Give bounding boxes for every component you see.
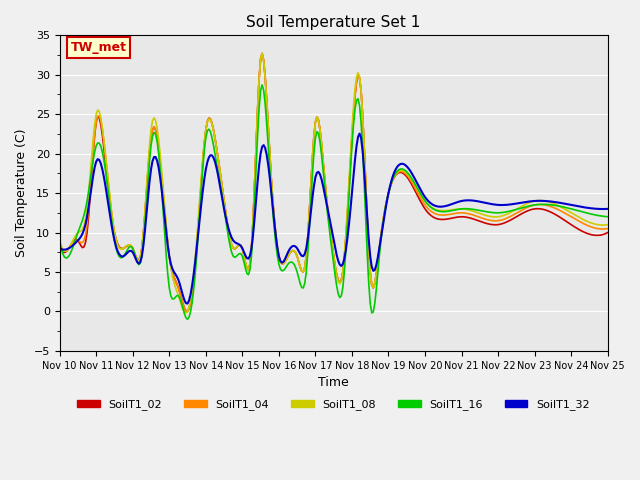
SoilT1_16 <box>71 239 79 244</box>
SoilT1_02 <box>540 206 548 212</box>
SoilT1_16 <box>540 202 548 207</box>
SoilT1_04 <box>56 241 63 247</box>
Line: SoilT1_08: SoilT1_08 <box>60 53 608 313</box>
SoilT1_08 <box>540 198 548 204</box>
SoilT1_32 <box>56 245 63 251</box>
SoilT1_02 <box>56 241 63 247</box>
SoilT1_02 <box>259 50 266 56</box>
SoilT1_16 <box>371 300 379 306</box>
SoilT1_04 <box>158 175 166 180</box>
SoilT1_04 <box>371 281 379 287</box>
SoilT1_04 <box>389 177 397 182</box>
SoilT1_02 <box>604 229 612 235</box>
Title: Soil Temperature Set 1: Soil Temperature Set 1 <box>246 15 421 30</box>
SoilT1_16 <box>184 316 191 322</box>
Y-axis label: Soil Temperature (C): Soil Temperature (C) <box>15 129 28 257</box>
SoilT1_32 <box>540 198 548 204</box>
SoilT1_08 <box>71 234 79 240</box>
SoilT1_16 <box>158 186 166 192</box>
SoilT1_08 <box>158 168 166 173</box>
SoilT1_08 <box>182 310 190 316</box>
SoilT1_16 <box>401 168 409 173</box>
Text: TW_met: TW_met <box>70 41 127 54</box>
X-axis label: Time: Time <box>318 376 349 389</box>
SoilT1_02 <box>184 309 191 314</box>
SoilT1_08 <box>389 176 397 182</box>
SoilT1_16 <box>604 214 612 220</box>
SoilT1_32 <box>401 162 409 168</box>
SoilT1_16 <box>389 175 397 181</box>
SoilT1_04 <box>540 202 548 208</box>
SoilT1_32 <box>158 187 166 192</box>
Line: SoilT1_16: SoilT1_16 <box>60 85 608 319</box>
SoilT1_02 <box>401 172 409 178</box>
SoilT1_32 <box>604 206 612 212</box>
SoilT1_32 <box>389 173 397 179</box>
Line: SoilT1_04: SoilT1_04 <box>60 53 608 312</box>
SoilT1_16 <box>56 238 63 243</box>
SoilT1_02 <box>389 177 397 182</box>
SoilT1_08 <box>259 50 266 56</box>
SoilT1_08 <box>371 280 379 286</box>
SoilT1_08 <box>604 222 612 228</box>
SoilT1_02 <box>71 237 79 242</box>
SoilT1_16 <box>259 82 266 88</box>
SoilT1_02 <box>371 281 379 287</box>
SoilT1_32 <box>356 131 364 136</box>
Legend: SoilT1_02, SoilT1_04, SoilT1_08, SoilT1_16, SoilT1_32: SoilT1_02, SoilT1_04, SoilT1_08, SoilT1_… <box>73 395 595 415</box>
Line: SoilT1_32: SoilT1_32 <box>60 133 608 303</box>
SoilT1_04 <box>401 170 409 176</box>
SoilT1_04 <box>259 50 266 56</box>
Line: SoilT1_02: SoilT1_02 <box>60 53 608 312</box>
SoilT1_02 <box>158 175 166 180</box>
SoilT1_32 <box>184 300 191 306</box>
SoilT1_32 <box>71 240 79 246</box>
SoilT1_32 <box>371 267 379 273</box>
SoilT1_08 <box>56 238 63 243</box>
SoilT1_04 <box>71 238 79 244</box>
SoilT1_08 <box>401 169 409 175</box>
SoilT1_04 <box>604 226 612 231</box>
SoilT1_04 <box>184 309 191 314</box>
